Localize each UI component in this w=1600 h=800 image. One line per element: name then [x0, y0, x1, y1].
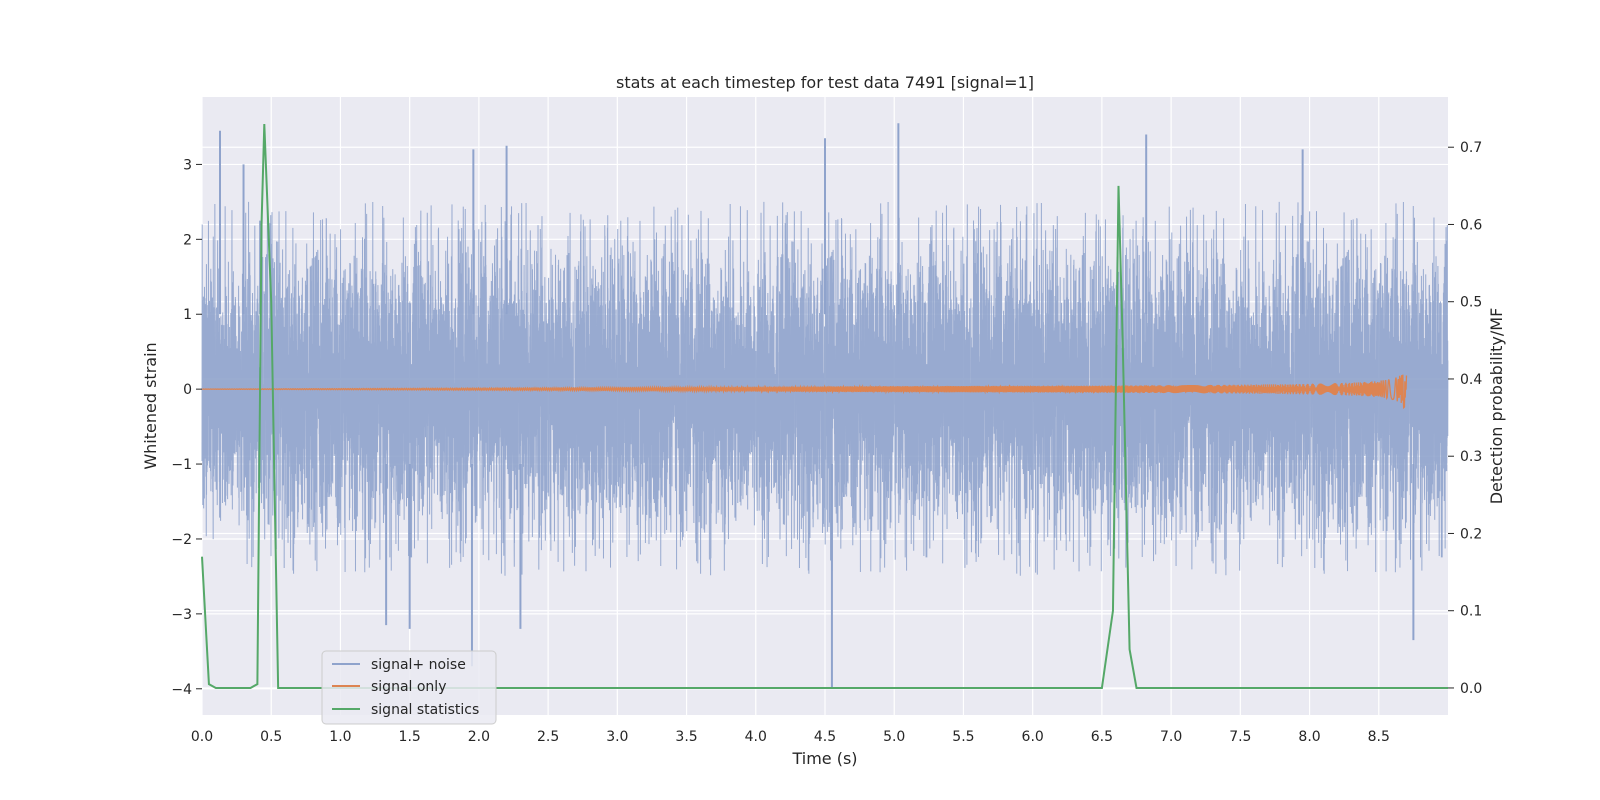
y-tick-label: −4	[171, 682, 192, 698]
x-tick-label: 3.5	[675, 729, 697, 745]
series-signal-statistics	[201, 124, 1448, 689]
x-tick-label: 8.0	[1298, 729, 1320, 745]
y-tick-label: 2	[183, 232, 192, 248]
legend-entry-stats: signal statistics	[371, 702, 479, 718]
y-axis-label: Whitened strain	[141, 342, 160, 469]
x-tick-label: 2.0	[468, 729, 490, 745]
y-tick-label: 1	[183, 307, 192, 323]
x-tick-label: 1.5	[399, 729, 421, 745]
y2-axis-ticks: 0.7 0.6 0.5 0.4 0.3 0.2 0.1 0.0	[1448, 140, 1482, 697]
y-tick-label: −2	[171, 532, 192, 548]
x-tick-label: 5.5	[952, 729, 974, 745]
y2-tick-label: 0.2	[1460, 526, 1482, 542]
x-tick-label: 1.0	[329, 729, 351, 745]
x-tick-label: 6.0	[1022, 729, 1044, 745]
y-tick-label: −3	[171, 607, 192, 623]
chart-title: stats at each timestep for test data 749…	[616, 73, 1034, 92]
legend-entry-signal: signal only	[371, 679, 446, 695]
legend: signal+ noise signal only signal statist…	[321, 650, 497, 725]
x-axis-ticks: 0.0 0.5 1.0 1.5 2.0 2.5 3.0 3.5 4.0 4.5 5.0 5.5 6.0 6…	[191, 729, 1390, 745]
legend-box	[321, 650, 497, 725]
x-tick-label: 0.0	[191, 729, 213, 745]
y2-axis-label: Detection probability/MF	[1487, 308, 1506, 505]
x-axis-label: Time (s)	[791, 749, 857, 768]
y2-tick-label: 0.1	[1460, 604, 1482, 620]
y-axis-ticks: 3 2 1 0 −1 −2 −3 −4	[171, 157, 202, 698]
plot-area	[201, 123, 1449, 689]
x-tick-label: 3.0	[606, 729, 628, 745]
x-tick-label: 7.5	[1229, 729, 1251, 745]
y-tick-label: 3	[183, 157, 192, 173]
x-tick-label: 8.5	[1368, 729, 1390, 745]
x-tick-label: 4.0	[745, 729, 767, 745]
y2-tick-label: 0.4	[1460, 372, 1482, 388]
series-signal-noise	[201, 201, 1449, 576]
y2-tick-label: 0.5	[1460, 295, 1482, 311]
x-tick-label: 7.0	[1160, 729, 1182, 745]
y2-tick-label: 0.0	[1460, 681, 1482, 697]
y-tick-label: −1	[171, 457, 192, 473]
series-signal-only	[201, 374, 1408, 410]
y2-tick-label: 0.7	[1460, 140, 1482, 156]
x-tick-label: 0.5	[260, 729, 282, 745]
x-tick-label: 2.5	[537, 729, 559, 745]
y2-tick-label: 0.3	[1460, 449, 1482, 465]
legend-entry-noise: signal+ noise	[371, 657, 466, 673]
y-tick-label: 0	[183, 382, 192, 398]
x-tick-label: 5.0	[883, 729, 905, 745]
x-tick-label: 4.5	[814, 729, 836, 745]
x-tick-label: 6.5	[1091, 729, 1113, 745]
y2-tick-label: 0.6	[1460, 217, 1482, 233]
